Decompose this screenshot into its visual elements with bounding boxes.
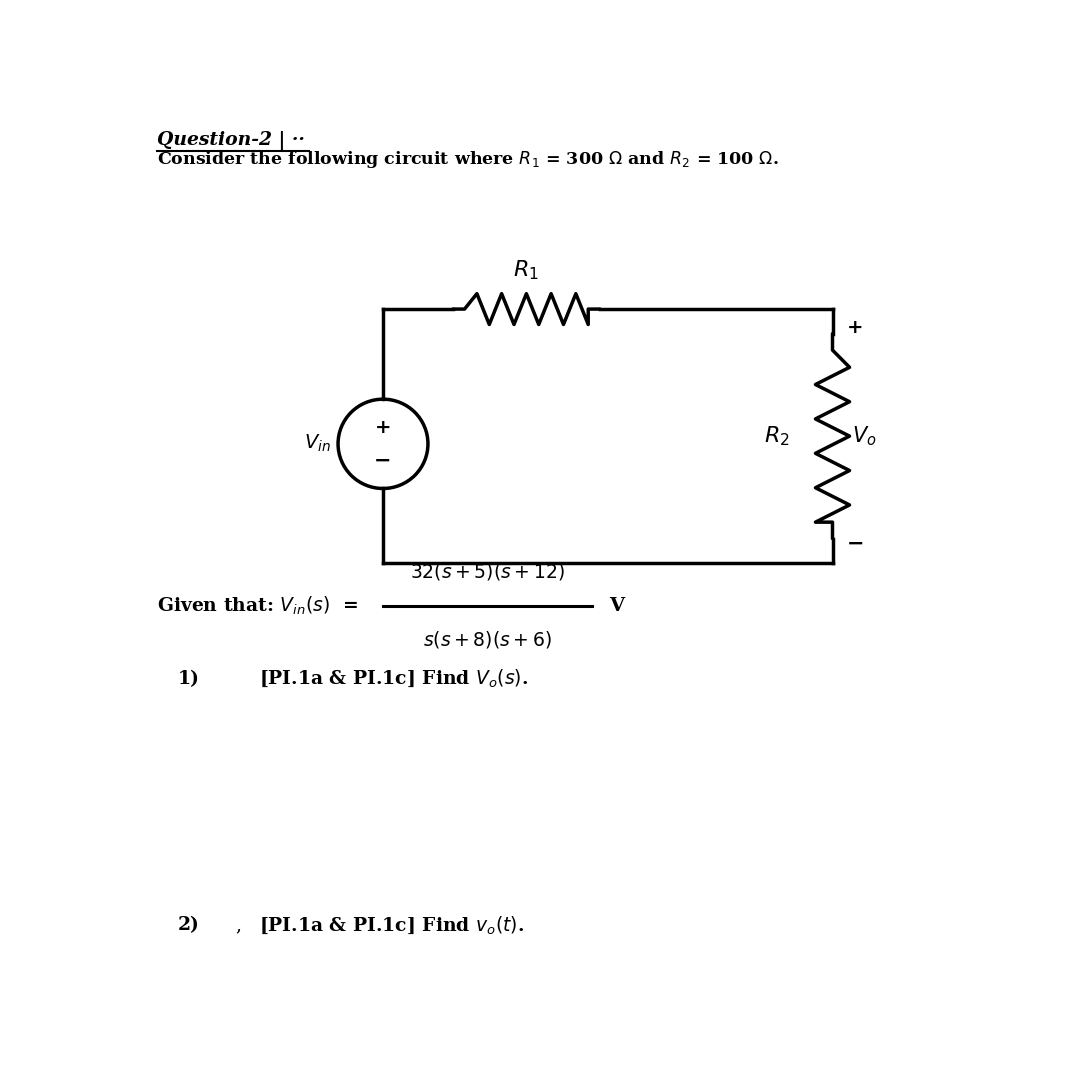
Text: +: +: [847, 320, 863, 337]
Text: [PI.1a & PI.1c] Find $v_o(t)$.: [PI.1a & PI.1c] Find $v_o(t)$.: [259, 914, 524, 936]
Text: $32(s+5)(s+12)$: $32(s+5)(s+12)$: [410, 561, 565, 583]
Text: $R_2$: $R_2$: [765, 424, 789, 448]
Text: +: +: [375, 420, 391, 437]
Text: ,: ,: [235, 916, 242, 934]
Text: Consider the following circuit where $R_1$ = 300 $\Omega$ and $R_2$ = 100 $\Omeg: Consider the following circuit where $R_…: [157, 150, 779, 171]
Text: $V_o$: $V_o$: [852, 424, 877, 448]
Text: $R_1$: $R_1$: [513, 259, 539, 283]
Text: V: V: [609, 597, 624, 614]
Text: Question-2 | ··: Question-2 | ··: [157, 130, 305, 150]
Text: 1): 1): [177, 670, 200, 688]
Text: [PI.1a & PI.1c] Find $V_o(s)$.: [PI.1a & PI.1c] Find $V_o(s)$.: [259, 667, 528, 689]
Text: −: −: [847, 534, 864, 554]
Text: −: −: [375, 451, 392, 471]
Text: 2): 2): [177, 916, 200, 934]
Text: $s(s+8)(s+6)$: $s(s+8)(s+6)$: [423, 628, 552, 650]
Text: $\mathit{V}_{in}$: $\mathit{V}_{in}$: [303, 434, 330, 454]
Text: Given that: $V_{in}(s)$  =: Given that: $V_{in}(s)$ =: [157, 595, 357, 616]
